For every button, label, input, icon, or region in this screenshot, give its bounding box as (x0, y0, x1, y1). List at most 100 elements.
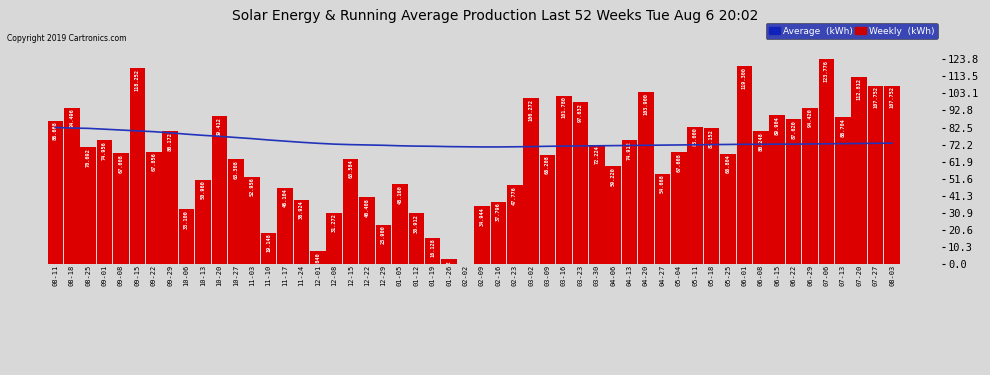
Text: 19.148: 19.148 (266, 234, 271, 252)
Bar (753, 131, 768, 264)
Text: 46.104: 46.104 (282, 189, 287, 207)
Text: 86.668: 86.668 (52, 122, 57, 140)
Bar (212, 116, 228, 264)
Text: 47.776: 47.776 (512, 186, 517, 205)
Text: 48.160: 48.160 (397, 185, 402, 204)
Text: 118.252: 118.252 (135, 69, 140, 91)
Legend: Average  (kWh), Weekly  (kWh): Average (kWh), Weekly (kWh) (765, 23, 938, 39)
Bar (327, 213, 343, 264)
Text: 33.100: 33.100 (184, 210, 189, 229)
Text: 83.000: 83.000 (693, 128, 698, 146)
Bar (622, 140, 638, 264)
Text: 72.224: 72.224 (594, 146, 599, 164)
Bar (802, 108, 818, 264)
Text: 66.804: 66.804 (726, 154, 731, 173)
Bar (359, 197, 375, 264)
Bar (490, 202, 506, 264)
Bar (884, 86, 900, 264)
Text: 52.956: 52.956 (249, 177, 254, 196)
Bar (835, 117, 850, 264)
Text: 54.668: 54.668 (660, 174, 665, 193)
Bar (556, 96, 572, 264)
Text: 59.220: 59.220 (611, 167, 616, 186)
Text: 107.752: 107.752 (890, 87, 895, 108)
Bar (737, 66, 752, 264)
Text: 101.780: 101.780 (561, 96, 566, 118)
Bar (769, 115, 785, 264)
Text: 67.856: 67.856 (151, 153, 156, 171)
Bar (654, 174, 670, 264)
Bar (605, 166, 621, 264)
Bar (819, 59, 835, 264)
Text: 119.300: 119.300 (742, 68, 746, 89)
Bar (260, 232, 276, 264)
Text: 97.632: 97.632 (578, 103, 583, 122)
Bar (146, 152, 161, 264)
Bar (704, 128, 720, 264)
Text: 30.912: 30.912 (414, 214, 419, 232)
Bar (130, 68, 146, 264)
Text: 80.172: 80.172 (167, 132, 172, 151)
Bar (97, 140, 113, 264)
Bar (113, 153, 129, 264)
Text: 74.912: 74.912 (627, 141, 632, 160)
Text: 50.960: 50.960 (201, 181, 206, 200)
Text: Copyright 2019 Cartronics.com: Copyright 2019 Cartronics.com (7, 34, 127, 43)
Text: 34.944: 34.944 (479, 207, 484, 226)
Bar (868, 86, 883, 264)
Bar (572, 102, 588, 264)
Bar (442, 260, 457, 264)
Bar (195, 180, 211, 264)
Text: 100.272: 100.272 (529, 99, 534, 121)
Bar (245, 177, 260, 264)
Text: 94.420: 94.420 (808, 109, 813, 128)
Bar (310, 251, 326, 264)
Text: 103.900: 103.900 (644, 93, 648, 115)
Text: 82.152: 82.152 (709, 129, 714, 148)
Bar (474, 206, 490, 264)
Text: 16.128: 16.128 (431, 238, 436, 257)
Bar (392, 184, 408, 264)
Text: 88.704: 88.704 (841, 118, 845, 137)
Bar (687, 127, 703, 264)
Text: 74.956: 74.956 (102, 141, 107, 160)
Bar (720, 154, 736, 264)
Bar (507, 185, 523, 264)
Bar (80, 147, 96, 264)
Text: 89.904: 89.904 (775, 116, 780, 135)
Text: 123.776: 123.776 (824, 60, 829, 82)
Bar (162, 131, 178, 264)
Text: 23.900: 23.900 (381, 226, 386, 245)
Bar (671, 152, 687, 264)
Bar (524, 98, 539, 264)
Text: 89.412: 89.412 (217, 117, 222, 136)
Bar (64, 108, 79, 264)
Text: 31.272: 31.272 (332, 213, 337, 232)
Bar (294, 200, 309, 264)
Bar (343, 159, 358, 264)
Text: 3.012: 3.012 (446, 260, 451, 276)
Text: 7.840: 7.840 (316, 252, 321, 268)
Text: 63.308: 63.308 (234, 160, 239, 179)
Bar (375, 225, 391, 264)
Bar (277, 188, 293, 264)
Text: 38.924: 38.924 (299, 201, 304, 219)
Text: 80.248: 80.248 (758, 132, 763, 151)
Bar (851, 77, 867, 264)
Text: 67.008: 67.008 (119, 154, 124, 173)
Text: 37.796: 37.796 (496, 202, 501, 221)
Text: 94.496: 94.496 (69, 108, 74, 127)
Bar (228, 159, 244, 264)
Bar (48, 121, 63, 264)
Text: 70.692: 70.692 (86, 148, 91, 167)
Text: 87.620: 87.620 (791, 120, 796, 139)
Bar (639, 92, 653, 264)
Bar (425, 238, 441, 264)
Text: 63.584: 63.584 (348, 160, 353, 178)
Bar (589, 145, 605, 264)
Bar (179, 210, 194, 264)
Text: 40.408: 40.408 (364, 198, 369, 217)
Bar (409, 213, 424, 264)
Bar (786, 119, 802, 264)
Bar (540, 154, 555, 264)
